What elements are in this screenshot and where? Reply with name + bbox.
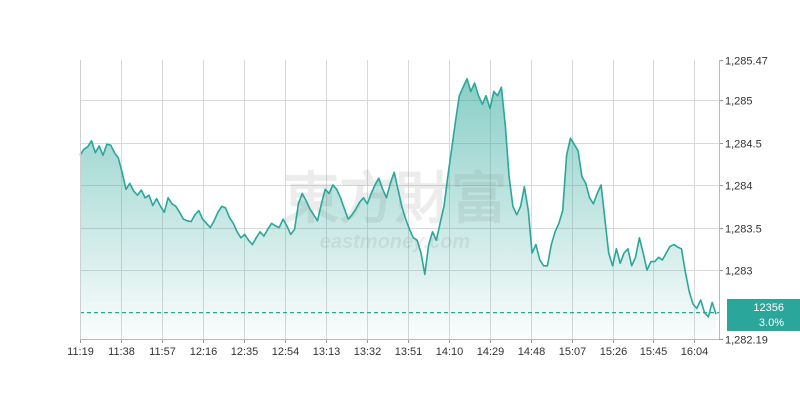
- x-tick-label: 13:32: [354, 346, 382, 358]
- series-line: [79, 77, 717, 318]
- x-tick-label: 11:57: [149, 346, 176, 358]
- series-area-fill: [80, 78, 716, 339]
- watermark: 東方財富 eastmoney.com: [283, 167, 507, 253]
- x-tick-label: 13:13: [313, 346, 341, 358]
- price-badge-percent: 3.0%: [758, 317, 784, 329]
- current-price-badge: 12356 3.0%: [727, 299, 800, 331]
- x-tick-label: 16:04: [681, 346, 709, 358]
- watermark-sub-text: eastmoney.com: [320, 231, 470, 253]
- y-tick-label: 1,282.19: [725, 335, 768, 347]
- y-tick-label: 1,283.5: [725, 224, 762, 236]
- line-layer: [79, 77, 719, 318]
- x-axis-labels: 11:19 11:38 11:57 12:16 12:35 12:54 13:13 13:32…: [67, 346, 708, 358]
- price-badge-value: 12356: [753, 302, 784, 314]
- x-tick-label: 15:07: [559, 346, 587, 358]
- x-tick-label: 12:16: [190, 346, 218, 358]
- area-layer: [80, 78, 716, 339]
- x-tick-label: 12:35: [231, 346, 259, 358]
- y-tick-label: 1,285.47: [725, 56, 768, 68]
- y-tick-label: 1,283: [725, 266, 753, 278]
- x-tick-label: 14:48: [518, 346, 546, 358]
- x-tick-label: 15:45: [640, 346, 668, 358]
- y-axis-labels: 1,282.19 1,283 1,283.5 1,284 1,284.5 1,285 1,2…: [725, 56, 768, 347]
- x-tick-label: 15:26: [600, 346, 628, 358]
- x-tick-label: 11:19: [67, 346, 94, 358]
- y-tick-label: 1,284.5: [725, 139, 762, 151]
- y-tick-label: 1,284: [725, 181, 753, 193]
- y-tick-label: 1,285: [725, 96, 753, 108]
- x-tick-label: 11:38: [108, 346, 135, 358]
- x-tick-label: 14:10: [436, 346, 464, 358]
- x-tick-label: 12:54: [272, 346, 300, 358]
- x-tick-label: 14:29: [477, 346, 505, 358]
- axes: [80, 60, 723, 343]
- x-tick-label: 13:51: [395, 346, 423, 358]
